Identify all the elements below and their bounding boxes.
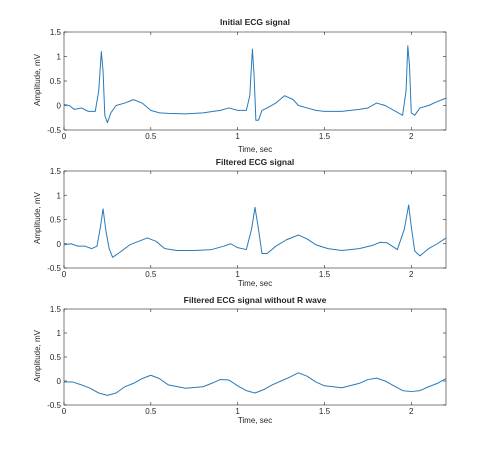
x-axis-label: Time, sec: [238, 416, 272, 425]
y-tick-label: 0: [57, 102, 62, 111]
axes-2: 0 0.5 1 1.5 2-0.500.511.5: [47, 305, 447, 416]
series-line: [63, 204, 447, 258]
subplot-initial-ecg: Initial ECG signal Time, sec Amplitude, …: [33, 17, 290, 154]
series-line: [63, 45, 447, 124]
axes-1: 0 0.5 1 1.5 2-0.500.511.5: [47, 167, 447, 279]
y-axis-label: Amplitude, mV: [33, 329, 42, 382]
x-tick-label: 2: [409, 132, 414, 141]
y-tick-label: 0.5: [50, 216, 62, 225]
y-tick-label: 0: [57, 377, 62, 386]
y-tick-label: 1.5: [50, 28, 62, 37]
y-tick-label: 1: [57, 53, 62, 62]
x-tick-label: 0: [62, 407, 67, 416]
y-tick-label: 1.5: [50, 167, 62, 176]
x-axis-label: Time, sec: [238, 279, 272, 288]
y-tick-label: -0.5: [47, 264, 61, 273]
subplot-title: Initial ECG signal: [220, 17, 290, 27]
y-axis-label: Amplitude, mV: [33, 191, 42, 244]
series-line: [64, 372, 447, 396]
y-tick-label: 0.5: [50, 353, 62, 362]
subplot-title: Filtered ECG signal: [216, 157, 294, 167]
x-tick-label: 1.5: [319, 132, 331, 141]
x-tick-label: 0.5: [145, 407, 157, 416]
y-tick-label: 0.5: [50, 77, 62, 86]
subplot-filtered-ecg-no-r-wave: Filtered ECG signal without R wave Time,…: [33, 295, 327, 425]
subplot-filtered-ecg: Filtered ECG signal Time, sec Amplitude,…: [33, 157, 294, 288]
x-tick-label: 0.5: [145, 132, 157, 141]
x-tick-label: 0: [62, 270, 67, 279]
x-tick-label: 0: [62, 132, 67, 141]
x-tick-label: 0.5: [145, 270, 157, 279]
axes-0: 0 0.5 1 1.5 2-0.500.511.5: [47, 28, 447, 141]
y-tick-label: -0.5: [47, 126, 61, 135]
y-tick-label: 1: [57, 191, 62, 200]
x-tick-label: 1: [235, 132, 240, 141]
x-tick-label: 1.5: [319, 407, 331, 416]
x-tick-label: 2: [409, 407, 414, 416]
y-tick-label: 0: [57, 240, 62, 249]
x-tick-label: 2: [409, 270, 414, 279]
y-tick-label: 1.5: [50, 305, 62, 314]
x-tick-label: 1: [235, 270, 240, 279]
x-tick-label: 1: [235, 407, 240, 416]
x-axis-label: Time, sec: [238, 145, 272, 154]
subplot-title: Filtered ECG signal without R wave: [184, 295, 327, 305]
x-tick-label: 1.5: [319, 270, 331, 279]
y-tick-label: -0.5: [47, 401, 61, 410]
y-axis-label: Amplitude, mV: [33, 53, 42, 106]
y-tick-label: 1: [57, 329, 62, 338]
